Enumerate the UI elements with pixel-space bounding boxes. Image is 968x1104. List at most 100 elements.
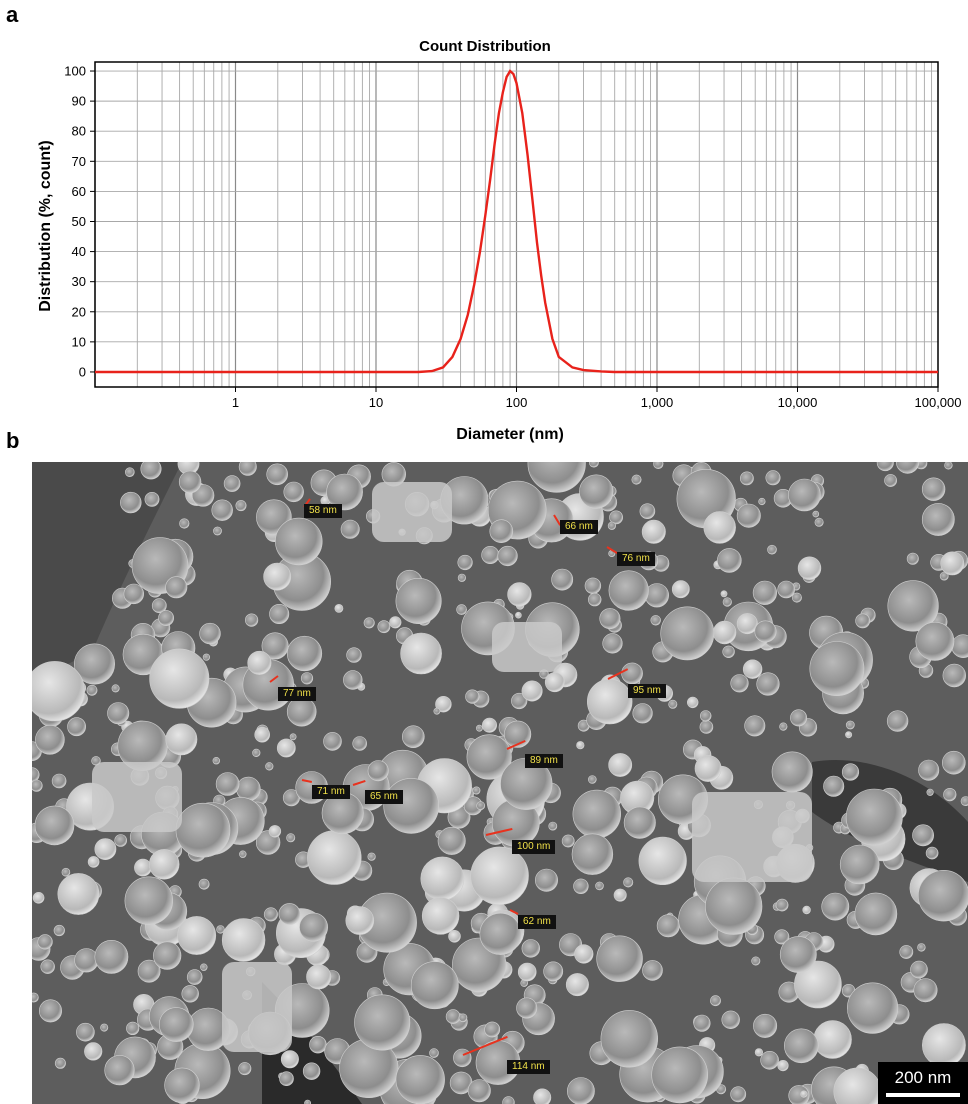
particle <box>802 905 811 915</box>
particle <box>754 1048 764 1057</box>
particle <box>484 1021 501 1038</box>
particle <box>703 511 736 544</box>
particle <box>736 503 761 528</box>
y-tick-label: 90 <box>72 94 86 109</box>
particle <box>712 620 737 645</box>
particle <box>821 892 850 921</box>
particle <box>845 788 903 846</box>
y-tick-label: 40 <box>72 244 86 259</box>
particle <box>67 717 87 737</box>
particle <box>302 1062 321 1080</box>
particle <box>650 615 661 626</box>
particle <box>751 956 761 966</box>
particle <box>268 825 282 838</box>
particle <box>140 462 162 480</box>
particle <box>457 554 473 571</box>
particle <box>722 597 732 607</box>
particle <box>918 870 968 922</box>
particle <box>94 838 117 861</box>
y-tick-label: 30 <box>72 274 86 289</box>
particle <box>40 959 55 974</box>
particle <box>421 897 460 935</box>
particle <box>753 1013 778 1038</box>
particle <box>179 518 190 529</box>
particle <box>465 689 480 704</box>
particle <box>87 856 100 868</box>
particle <box>960 796 968 806</box>
particle <box>367 852 376 861</box>
sem-particles <box>32 462 968 1104</box>
particle <box>215 772 240 796</box>
particle <box>466 734 512 780</box>
particle <box>39 999 62 1023</box>
particle <box>367 760 389 782</box>
particle <box>561 834 575 848</box>
sem-image: 58 nm 66 nm 76 nm 77 nm 95 nm 89 nm 71 nm 65 nm… <box>32 462 968 1104</box>
particle <box>309 1035 327 1054</box>
particle <box>722 645 735 659</box>
particle <box>400 632 442 675</box>
particle <box>467 1079 491 1103</box>
particle <box>653 462 664 469</box>
particle <box>323 732 342 751</box>
particle <box>199 622 221 645</box>
particle <box>775 898 789 912</box>
particle <box>275 517 323 566</box>
particle <box>149 648 210 709</box>
scale-bar-label: 200 nm <box>894 1068 952 1087</box>
crystal-cluster <box>492 622 562 672</box>
crystal-cluster <box>222 962 292 1052</box>
particle <box>114 834 127 847</box>
particle <box>779 722 788 731</box>
particle <box>855 613 871 629</box>
panel-label-b: b <box>6 428 20 453</box>
particle <box>516 997 538 1019</box>
particle <box>177 916 217 955</box>
particle <box>573 878 589 894</box>
particle <box>511 692 528 710</box>
particle <box>300 672 314 685</box>
particle <box>200 963 208 971</box>
particle <box>609 510 623 525</box>
particle <box>377 620 391 634</box>
particle <box>854 892 898 936</box>
axis-ticks: 1 10 100 1,000 10,000 100,000 0 10 20 30 40 50 60 70 8… <box>64 64 961 410</box>
particle <box>623 877 634 888</box>
particle <box>125 467 135 477</box>
particle <box>813 1020 852 1059</box>
particle <box>686 696 699 709</box>
particle <box>794 960 842 1009</box>
particle <box>579 474 614 509</box>
measurement-label: 58 nm <box>304 504 342 518</box>
particle <box>345 906 375 935</box>
particle <box>123 583 145 605</box>
particle <box>632 703 653 724</box>
x-tick-label: 1 <box>232 395 239 410</box>
particle <box>587 592 602 607</box>
particle <box>694 755 722 782</box>
particle <box>107 702 130 725</box>
particle <box>613 888 627 902</box>
measurement-label: 65 nm <box>365 790 403 804</box>
particle <box>944 462 953 470</box>
crystal-cluster <box>372 482 452 542</box>
particle <box>159 1007 194 1042</box>
particle <box>599 608 621 630</box>
particle <box>788 1085 810 1104</box>
particle <box>574 944 594 964</box>
particle <box>639 503 656 520</box>
particle <box>306 964 332 990</box>
particle <box>736 613 758 635</box>
particle <box>779 936 817 973</box>
particle <box>104 1055 135 1086</box>
particle <box>395 578 442 625</box>
measurement-label: 95 nm <box>628 684 666 698</box>
particle <box>286 635 323 672</box>
particle <box>472 786 481 795</box>
particle <box>53 924 65 937</box>
particle <box>35 724 65 755</box>
particle <box>515 611 522 619</box>
particle <box>913 978 938 1003</box>
y-tick-label: 50 <box>72 214 86 229</box>
particle <box>602 633 623 654</box>
